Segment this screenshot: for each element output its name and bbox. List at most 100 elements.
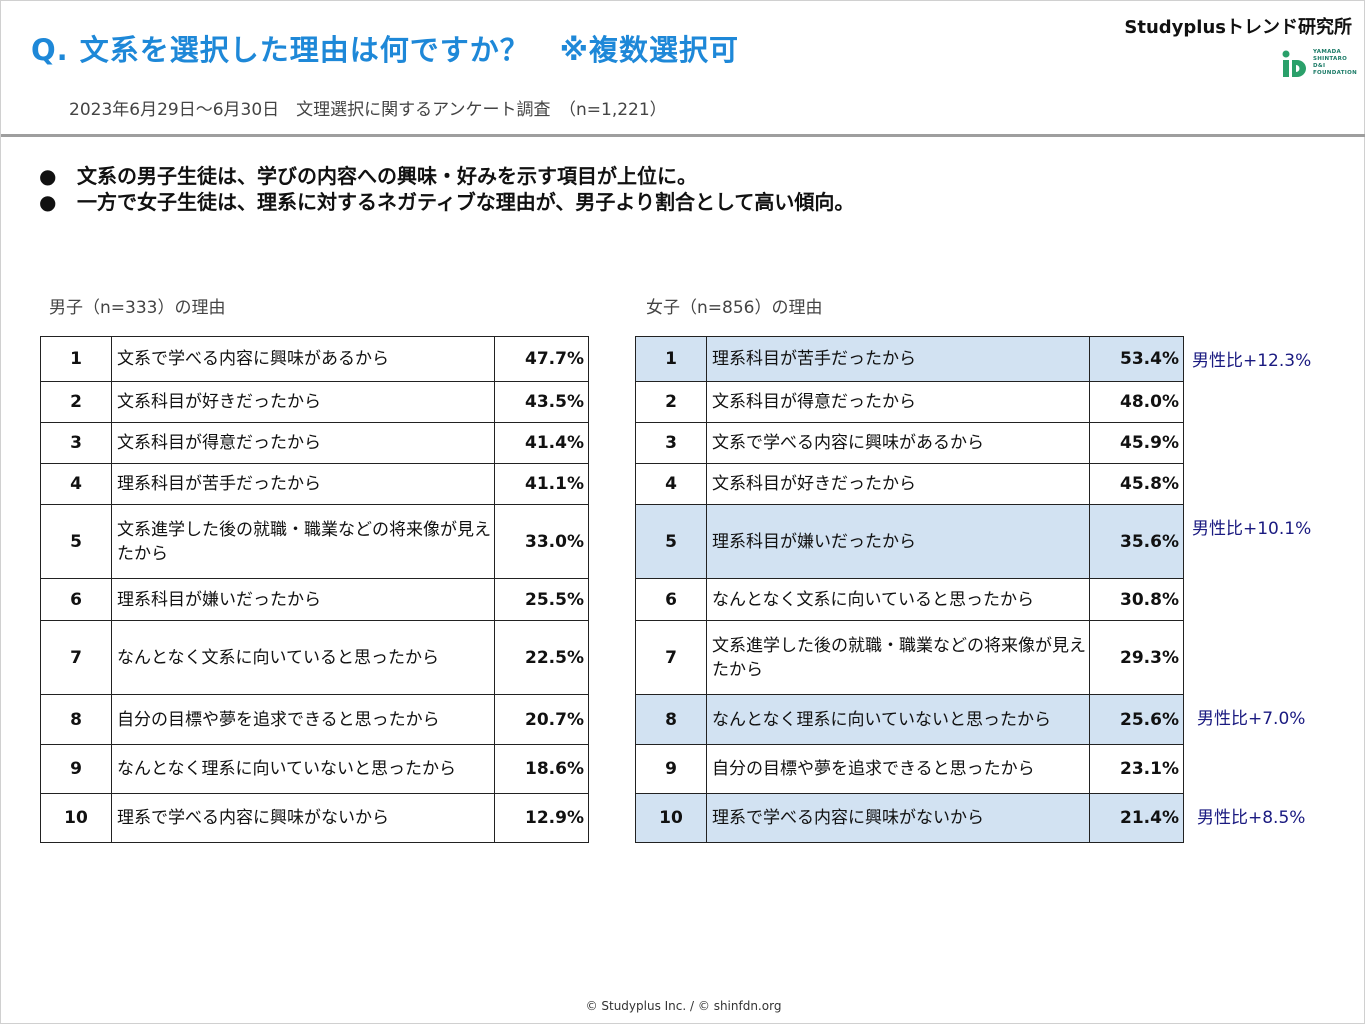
percent-cell: 20.7% [494,694,589,745]
rank-cell: 7 [40,620,112,695]
reason-cell: 文系科目が好きだったから [706,463,1090,505]
percent-cell: 35.6% [1089,504,1184,579]
rank-cell: 3 [635,422,707,464]
reason-cell: 文系進学した後の就職・職業などの将来像が見えたから [706,620,1090,695]
rank-cell: 6 [40,578,112,621]
percent-cell: 25.6% [1089,694,1184,745]
percent-cell: 21.4% [1089,793,1184,843]
percent-cell: 12.9% [494,793,589,843]
percent-cell: 48.0% [1089,381,1184,423]
female-table-row: 4 文系科目が好きだったから 45.8% [635,463,1184,505]
percent-cell: 45.8% [1089,463,1184,505]
male-reasons-table: 1 文系で学べる内容に興味があるから 47.7% 2 文系科目が好きだったから 43.5%… [40,336,589,843]
foundation-logo-text: YAMADA SHINTARO D&I FOUNDATION [1313,49,1357,76]
rank-cell: 9 [40,744,112,794]
rank-cell: 2 [635,381,707,423]
summary-bullets: ● 文系の男子生徒は、学びの内容への興味・好みを示す項目が上位に。 ● 一方で女子生… [39,163,854,215]
rank-cell: 8 [635,694,707,745]
rank-cell: 4 [40,463,112,505]
reason-cell: 理系科目が苦手だったから [111,463,495,505]
female-table-row: 5 理系科目が嫌いだったから 35.6% [635,504,1184,579]
percent-cell: 22.5% [494,620,589,695]
female-table-row: 10 理系で学べる内容に興味がないから 21.4% [635,793,1184,843]
reason-cell: 理系科目が嫌いだったから [111,578,495,621]
male-table-row: 5 文系進学した後の就職・職業などの将来像が見えたから 33.0% [40,504,589,579]
male-table-row: 1 文系で学べる内容に興味があるから 47.7% [40,336,589,382]
copyright-footer: © Studyplus Inc. / © shinfdn.org [585,999,782,1013]
rank-cell: 2 [40,381,112,423]
rank-cell: 4 [635,463,707,505]
reason-cell: 理系科目が嫌いだったから [706,504,1090,579]
female-table-row: 6 なんとなく文系に向いていると思ったから 30.8% [635,578,1184,621]
reason-cell: 理系で学べる内容に興味がないから [111,793,495,843]
reason-cell: なんとなく理系に向いていないと思ったから [706,694,1090,745]
rank-cell: 1 [40,336,112,382]
reason-cell: 文系科目が得意だったから [111,422,495,464]
male-ratio-label: 男性比+12.3% [1192,350,1312,371]
percent-cell: 53.4% [1089,336,1184,382]
male-ratio-label: 男性比+8.5% [1197,807,1306,828]
reason-cell: 自分の目標や夢を追求できると思ったから [111,694,495,745]
rank-cell: 7 [635,620,707,695]
rank-cell: 6 [635,578,707,621]
female-reasons-table: 1 理系科目が苦手だったから 53.4% 2 文系科目が得意だったから 48.0% 3 文系で… [635,336,1184,843]
reason-cell: 理系科目が苦手だったから [706,336,1090,382]
rank-cell: 5 [40,504,112,579]
female-table-row: 2 文系科目が得意だったから 48.0% [635,381,1184,423]
page-title: Q. 文系を選択した理由は何ですか？ ※複数選択可 [31,33,739,67]
bullet-dot: ● [39,190,57,214]
male-ratio-label: 男性比+10.1% [1192,518,1312,539]
male-table-row: 7 なんとなく文系に向いていると思ったから 22.5% [40,620,589,695]
rank-cell: 5 [635,504,707,579]
female-table-row: 3 文系で学べる内容に興味があるから 45.9% [635,422,1184,464]
female-table-row: 8 なんとなく理系に向いていないと思ったから 25.6% [635,694,1184,745]
reason-cell: なんとなく理系に向いていないと思ったから [111,744,495,794]
rank-cell: 10 [40,793,112,843]
percent-cell: 30.8% [1089,578,1184,621]
male-table-row: 8 自分の目標や夢を追求できると思ったから 20.7% [40,694,589,745]
male-table-caption: 男子（n=333）の理由 [49,298,226,318]
reason-cell: なんとなく文系に向いていると思ったから [706,578,1090,621]
female-table-row: 7 文系進学した後の就職・職業などの将来像が見えたから 29.3% [635,620,1184,695]
percent-cell: 25.5% [494,578,589,621]
percent-cell: 43.5% [494,381,589,423]
summary-bullet: ● 文系の男子生徒は、学びの内容への興味・好みを示す項目が上位に。 [39,164,697,188]
reason-cell: 文系科目が得意だったから [706,381,1090,423]
reason-cell: 文系で学べる内容に興味があるから [706,422,1090,464]
female-table-row: 1 理系科目が苦手だったから 53.4% [635,336,1184,382]
rank-cell: 1 [635,336,707,382]
header-divider [1,134,1365,137]
reason-cell: 自分の目標や夢を追求できると思ったから [706,744,1090,794]
percent-cell: 41.4% [494,422,589,464]
rank-cell: 10 [635,793,707,843]
male-table-row: 6 理系科目が嫌いだったから 25.5% [40,578,589,621]
percent-cell: 33.0% [494,504,589,579]
female-table-caption: 女子（n=856）の理由 [646,298,823,318]
percent-cell: 47.7% [494,336,589,382]
rank-cell: 9 [635,744,707,794]
male-table-row: 4 理系科目が苦手だったから 41.1% [40,463,589,505]
reason-cell: 文系で学べる内容に興味があるから [111,336,495,382]
percent-cell: 45.9% [1089,422,1184,464]
male-table-row: 3 文系科目が得意だったから 41.4% [40,422,589,464]
percent-cell: 18.6% [494,744,589,794]
percent-cell: 29.3% [1089,620,1184,695]
summary-bullet: ● 一方で女子生徒は、理系に対するネガティブな理由が、男子より割合として高い傾向。 [39,190,855,214]
reason-cell: 文系進学した後の就職・職業などの将来像が見えたから [111,504,495,579]
percent-cell: 23.1% [1089,744,1184,794]
rank-cell: 3 [40,422,112,464]
bullet-dot: ● [39,164,57,188]
reason-cell: なんとなく文系に向いていると思ったから [111,620,495,695]
reason-cell: 文系科目が好きだったから [111,381,495,423]
brand-name: Studyplusトレンド研究所 [1124,17,1352,38]
foundation-logo: YAMADA SHINTARO D&I FOUNDATION [1281,49,1361,81]
rank-cell: 8 [40,694,112,745]
male-table-row: 9 なんとなく理系に向いていないと思ったから 18.6% [40,744,589,794]
male-table-row: 2 文系科目が好きだったから 43.5% [40,381,589,423]
female-table-row: 9 自分の目標や夢を追求できると思ったから 23.1% [635,744,1184,794]
male-ratio-label: 男性比+7.0% [1197,708,1306,729]
foundation-logo-icon [1282,50,1306,77]
percent-cell: 41.1% [494,463,589,505]
male-table-row: 10 理系で学べる内容に興味がないから 12.9% [40,793,589,843]
